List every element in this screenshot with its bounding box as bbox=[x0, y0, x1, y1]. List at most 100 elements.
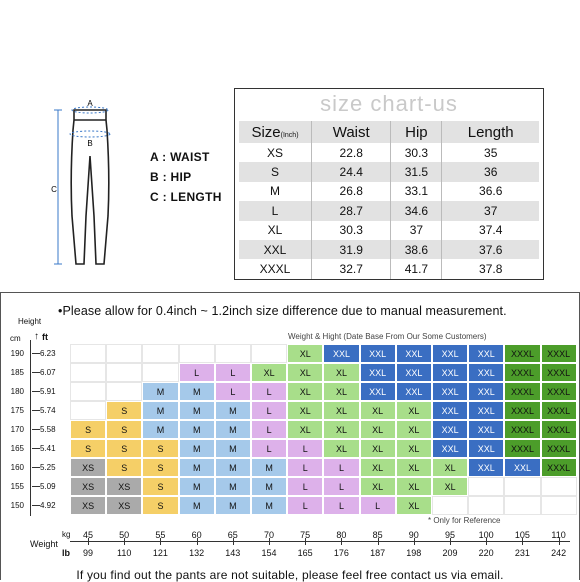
height-axis-line bbox=[30, 340, 31, 516]
grid-cell: XS bbox=[106, 496, 143, 515]
lb-unit-label: lb bbox=[62, 548, 70, 558]
grid-cell: XXXL bbox=[540, 439, 577, 458]
length-cell: 37.8 bbox=[479, 262, 503, 277]
height-tick: 185 6.07 bbox=[6, 363, 66, 382]
hip-cell: 31.5 bbox=[390, 162, 443, 182]
grid-cell: S bbox=[142, 439, 179, 458]
grid-cell: XL bbox=[359, 477, 396, 496]
grid-cell: M bbox=[214, 477, 251, 496]
grid-cell: L bbox=[287, 477, 324, 496]
height-cm-label: 150 bbox=[10, 501, 24, 510]
tick-mark bbox=[124, 538, 126, 545]
height-ft-label: 6.23 bbox=[40, 349, 56, 358]
height-cm-label: 190 bbox=[10, 349, 24, 358]
grid-cell: L bbox=[251, 401, 288, 420]
grid-cell: XXL bbox=[468, 382, 505, 401]
grid-cell: L bbox=[251, 439, 288, 458]
grid-cell: M bbox=[214, 420, 251, 439]
weight-kg-label: 90 bbox=[408, 530, 419, 540]
weight-lb-label: 132 bbox=[189, 548, 205, 558]
diagram-label-b: B bbox=[87, 139, 92, 148]
length-cell: 37.6 bbox=[441, 239, 539, 260]
grid-cell: XL bbox=[323, 401, 360, 420]
header-hip: Hip bbox=[390, 121, 443, 143]
grid-cell: S bbox=[70, 439, 107, 458]
tick-mark bbox=[32, 467, 40, 468]
weight-lb-label: 242 bbox=[551, 548, 567, 558]
height-cm-label: 175 bbox=[10, 406, 24, 415]
grid-cell: XXL bbox=[432, 363, 469, 382]
size-row: XXL 31.9 38.6 37.6 bbox=[239, 239, 539, 260]
legging-diagram: A B C bbox=[51, 99, 111, 265]
waist-cell: 32.7 bbox=[311, 259, 392, 279]
grid-cell: M bbox=[251, 477, 288, 496]
grid-cell: M bbox=[178, 401, 215, 420]
grid-cell: XXXL bbox=[504, 401, 541, 420]
weight-kg-label: 100 bbox=[478, 530, 494, 540]
grid-cell: L bbox=[251, 420, 288, 439]
height-tick: 160 5.25 bbox=[6, 458, 66, 477]
size-cell: XS bbox=[239, 143, 312, 163]
weight-height-grid: XL XXL XXL XXL XXL XXL XXXL XXXL L L XL XL XL XXL XXL X… bbox=[70, 344, 577, 515]
weight-lb-label: 154 bbox=[261, 548, 277, 558]
grid-cell: XXXL bbox=[540, 344, 577, 363]
hip-cell: 38.6 bbox=[390, 239, 443, 260]
grid-cell: L bbox=[287, 439, 324, 458]
hip-cell: 30.3 bbox=[390, 143, 443, 163]
grid-cell: XXL bbox=[468, 439, 505, 458]
header-unit: (Inch) bbox=[280, 131, 299, 139]
legend-waist: A : WAIST bbox=[150, 150, 210, 164]
grid-cell bbox=[106, 382, 143, 401]
grid-cell: L bbox=[287, 496, 324, 515]
height-ft-label: 5.91 bbox=[40, 387, 56, 396]
tick-mark bbox=[522, 538, 524, 545]
grid-cell: XXL bbox=[359, 382, 396, 401]
size-chart: size chart-us Size(Inch) Waist Hip Lengt… bbox=[234, 88, 544, 280]
footer-text: If you find out the pants are not suitab… bbox=[76, 568, 504, 582]
height-cm-label: 185 bbox=[10, 368, 24, 377]
weight-kg-label: 45 bbox=[82, 530, 93, 540]
tick-mark bbox=[558, 538, 560, 545]
divider bbox=[0, 292, 580, 293]
tick-mark bbox=[377, 538, 379, 545]
grid-cell bbox=[70, 344, 107, 363]
size-cell: L bbox=[239, 201, 312, 221]
grid-cell: M bbox=[214, 458, 251, 477]
size-row: XS 22.8 30.3 35 bbox=[239, 143, 539, 163]
grid-cell: M bbox=[178, 477, 215, 496]
grid-cell: L bbox=[214, 363, 251, 382]
grid-cell: XXL bbox=[468, 420, 505, 439]
grid-cell: S bbox=[106, 420, 143, 439]
grid-cell: M bbox=[251, 458, 288, 477]
height-ft-label: 5.09 bbox=[40, 482, 56, 491]
grid-cell: M bbox=[178, 382, 215, 401]
grid-cell: XL bbox=[395, 477, 432, 496]
grid-cell: XL bbox=[359, 420, 396, 439]
weight-lb-label: 110 bbox=[117, 548, 132, 558]
grid-cell: S bbox=[70, 420, 107, 439]
height-axis-title: Height bbox=[18, 317, 42, 326]
tick-mark bbox=[32, 505, 40, 506]
weight-lb-label: 231 bbox=[514, 548, 530, 558]
grid-cell: M bbox=[178, 420, 215, 439]
grid-cell: XL bbox=[432, 458, 469, 477]
length-cell: 37 bbox=[441, 201, 539, 221]
grid-cell: XXL bbox=[395, 363, 432, 382]
grid-cell bbox=[106, 344, 143, 363]
grid-cell: XXXL bbox=[504, 344, 541, 363]
grid-cell: L bbox=[251, 382, 288, 401]
grid-cell bbox=[214, 344, 251, 363]
grid-cell: L bbox=[323, 496, 360, 515]
length-cell: 37.4 bbox=[479, 223, 503, 238]
tick-mark bbox=[486, 538, 488, 545]
grid-cell: XXL bbox=[432, 439, 469, 458]
grid-cell: L bbox=[323, 477, 360, 496]
tick-mark bbox=[413, 538, 415, 545]
weight-kg-label: 105 bbox=[514, 530, 530, 540]
height-cm-label: 170 bbox=[10, 425, 24, 434]
grid-cell: XXXL bbox=[504, 363, 541, 382]
height-cm-label: 165 bbox=[10, 444, 24, 453]
grid-cell: XL bbox=[395, 458, 432, 477]
tick-mark bbox=[32, 448, 40, 449]
tick-mark bbox=[341, 538, 343, 545]
